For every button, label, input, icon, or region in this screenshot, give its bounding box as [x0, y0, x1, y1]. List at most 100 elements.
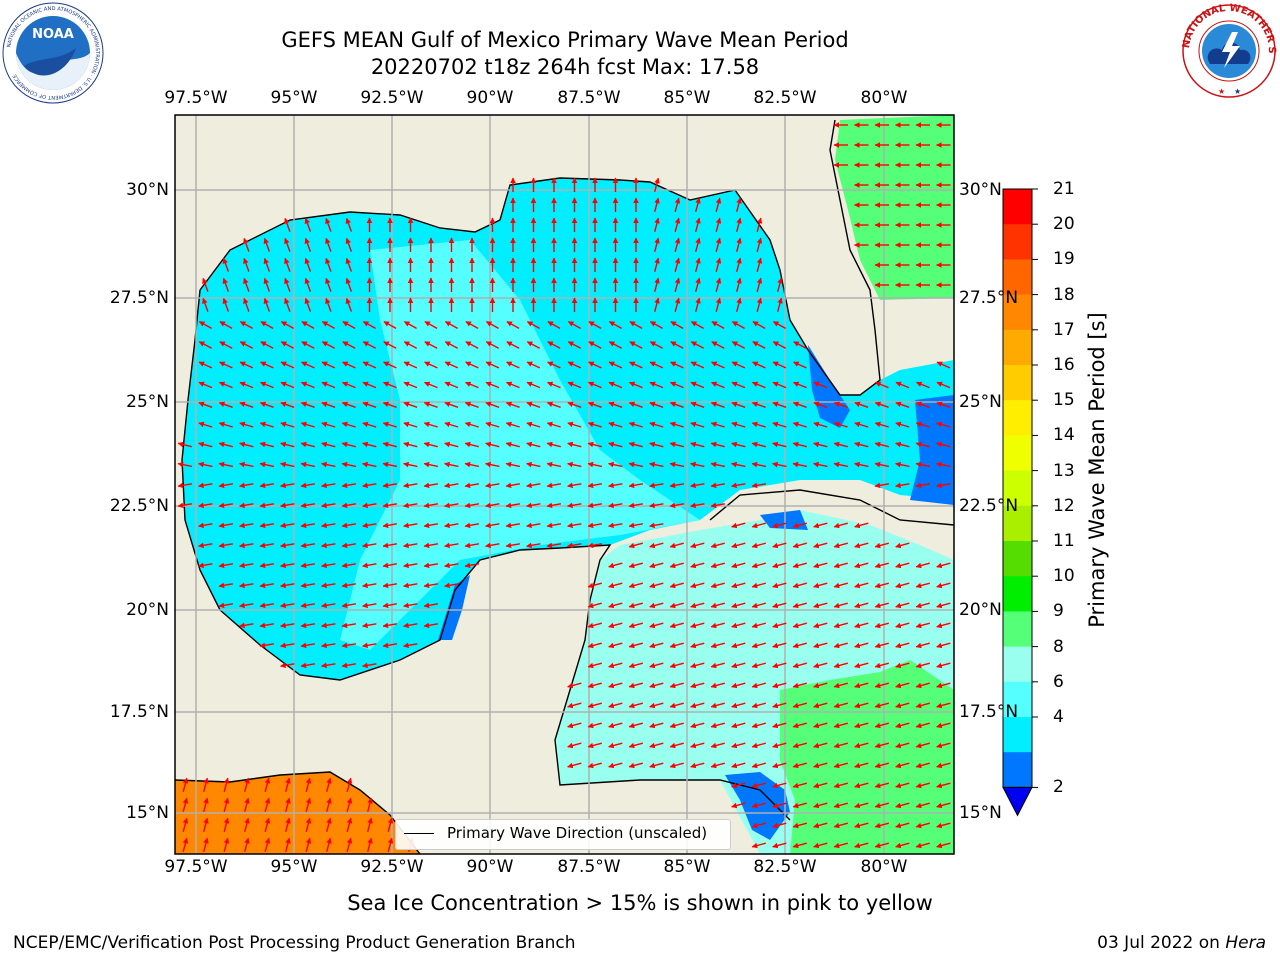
wave-direction-arrow: [382, 441, 397, 448]
wave-direction-arrow: [751, 722, 766, 729]
wave-direction-arrow: [526, 522, 541, 529]
wave-direction-arrow: [424, 320, 438, 330]
colorbar-tick-label: 6: [1053, 671, 1064, 692]
wave-direction-arrow: [731, 381, 746, 389]
wave-direction-arrow: [854, 562, 869, 569]
wave-direction-arrow: [792, 782, 807, 789]
colorbar-tick-label: 13: [1053, 460, 1075, 481]
wave-direction-arrow: [243, 257, 250, 272]
wave-direction-arrow: [547, 320, 561, 330]
wave-direction-arrow: [198, 441, 213, 448]
wave-direction-arrow: [587, 461, 603, 468]
wave-direction-arrow: [833, 441, 848, 448]
wave-direction-arrow: [813, 421, 828, 428]
wave-direction-arrow: [526, 341, 541, 349]
wave-direction-arrow: [608, 622, 623, 629]
wave-direction-arrow: [464, 502, 480, 509]
wave-direction-arrow: [792, 582, 807, 589]
wave-direction-arrow: [367, 817, 373, 832]
wave-direction-arrow: [444, 482, 459, 489]
wave-direction-arrow: [182, 837, 189, 852]
wave-direction-arrow: [300, 461, 316, 468]
wave-direction-arrow: [239, 482, 254, 489]
wave-direction-arrow: [345, 237, 353, 252]
wave-direction-arrow: [567, 341, 582, 349]
wave-direction-arrow: [444, 441, 459, 448]
wave-direction-arrow: [239, 582, 254, 589]
wave-direction-arrow: [792, 642, 807, 649]
wave-direction-arrow: [383, 320, 397, 330]
wave-direction-arrow: [588, 320, 602, 330]
wave-direction-arrow: [239, 502, 254, 509]
wave-direction-arrow: [936, 401, 951, 408]
wave-direction-arrow: [219, 320, 233, 330]
lon-tick-label-top: 95°W: [270, 88, 318, 108]
wave-direction-arrow: [259, 482, 275, 489]
wave-direction-arrow: [874, 622, 889, 629]
wave-direction-arrow: [772, 341, 787, 349]
wave-direction-arrow: [280, 582, 295, 589]
wave-direction-arrow: [587, 662, 602, 669]
wave-direction-arrow: [321, 421, 336, 428]
wave-direction-arrow: [424, 361, 438, 369]
wave-direction-arrow: [567, 762, 582, 769]
wave-direction-arrow: [362, 361, 377, 369]
wave-direction-arrow: [777, 297, 783, 312]
wave-direction-arrow: [854, 802, 869, 809]
wave-direction-arrow: [325, 257, 332, 272]
wave-direction-arrow: [403, 522, 418, 529]
wave-direction-arrow: [382, 602, 398, 609]
lat-tick-label-right: 17.5°N: [959, 702, 1019, 722]
wave-direction-arrow: [305, 817, 312, 832]
wave-direction-arrow: [608, 461, 623, 468]
wave-direction-arrow: [464, 381, 479, 389]
wave-direction-arrow: [239, 542, 254, 549]
wave-direction-arrow: [628, 542, 643, 549]
wave-direction-arrow: [444, 562, 459, 569]
wave-direction-arrow: [300, 562, 316, 569]
wave-direction-arrow: [874, 582, 889, 589]
wave-direction-arrow: [362, 562, 377, 569]
lon-tick-label-bottom: 80°W: [860, 857, 908, 877]
wave-direction-arrow: [547, 341, 561, 349]
wave-direction-arrow: [772, 702, 787, 709]
wave-direction-arrow: [915, 662, 930, 669]
wave-direction-arrow: [654, 297, 660, 312]
wave-direction-arrow: [444, 320, 458, 330]
noaa-logo-text: NOAA: [32, 27, 74, 42]
wave-direction-arrow: [362, 401, 377, 408]
wave-direction-arrow: [710, 762, 725, 769]
wave-direction-arrow: [772, 822, 787, 829]
chart-title: GEFS MEAN Gulf of Mexico Primary Wave Me…: [281, 28, 849, 52]
wave-direction-arrow: [895, 822, 910, 829]
wave-direction-arrow: [223, 777, 230, 792]
wave-direction-arrow: [587, 482, 603, 489]
wave-direction-arrow: [588, 361, 602, 369]
wave-direction-arrow: [587, 502, 603, 509]
wave-direction-arrow: [751, 421, 766, 428]
wave-direction-arrow: [915, 482, 931, 489]
wave-direction-arrow: [874, 401, 889, 408]
wave-direction-arrow: [731, 421, 746, 428]
wave-direction-arrow: [895, 642, 910, 649]
colorbar-segment: [1003, 717, 1032, 753]
wave-direction-arrow: [756, 217, 763, 232]
wave-direction-arrow: [710, 702, 725, 709]
wave-direction-arrow: [649, 702, 664, 709]
wave-direction-arrow: [629, 341, 643, 349]
wave-direction-arrow: [752, 341, 766, 349]
wave-direction-arrow: [751, 662, 766, 669]
wave-direction-arrow: [915, 702, 930, 709]
wave-direction-arrow: [751, 622, 766, 629]
footer-host: Hera: [1225, 933, 1266, 953]
wave-direction-arrow: [915, 401, 930, 408]
wave-direction-arrow: [895, 622, 910, 629]
wave-direction-arrow: [772, 361, 787, 369]
colorbar-tick-label: 20: [1053, 214, 1075, 235]
wave-direction-arrow: [383, 341, 397, 349]
wave-direction-arrow: [526, 361, 541, 369]
wave-direction-arrow: [854, 602, 869, 609]
wave-direction-arrow: [736, 257, 742, 272]
wave-direction-arrow: [346, 837, 353, 852]
wave-direction-arrow: [264, 837, 271, 852]
